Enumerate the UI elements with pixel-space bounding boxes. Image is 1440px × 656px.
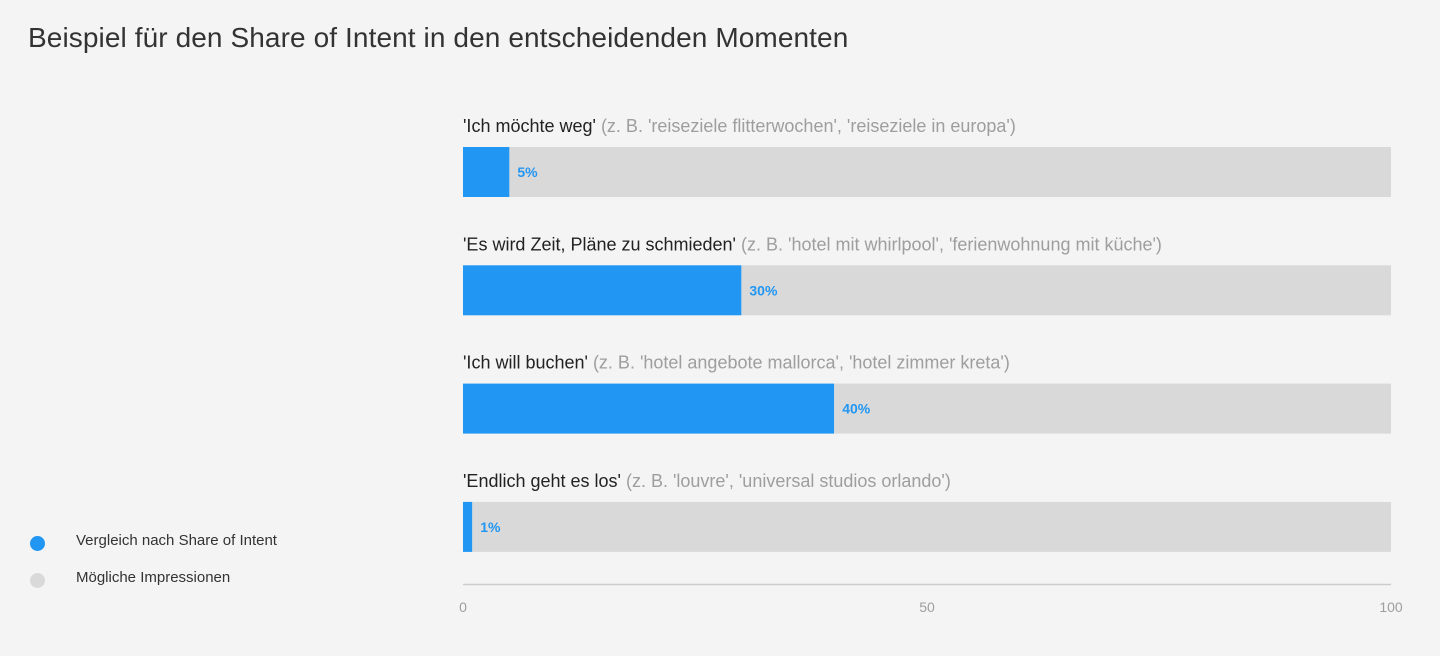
category-label: 'Ich will buchen' (z. B. 'hotel angebote… <box>463 353 1010 373</box>
category-label-examples: (z. B. 'louvre', 'universal studios orla… <box>626 471 951 491</box>
bar-share-of-intent <box>463 147 510 197</box>
category-label-main: 'Ich möchte weg' <box>463 116 601 136</box>
bar-share-of-intent <box>463 383 835 434</box>
x-tick-label: 0 <box>459 599 467 615</box>
bar-share-of-intent <box>463 501 473 552</box>
data-label: 40% <box>842 401 871 417</box>
legend-label: Vergleich nach Share of Intent <box>76 532 277 549</box>
bar-possible-impressions <box>741 265 1391 316</box>
category-label-examples: (z. B. 'reiseziele flitterwochen', 'reis… <box>601 116 1016 136</box>
bar-possible-impressions <box>472 501 1391 552</box>
bar-possible-impressions <box>834 383 1391 434</box>
legend-swatch <box>30 573 45 588</box>
data-label: 1% <box>480 519 501 535</box>
bar-share-of-intent <box>463 265 742 316</box>
x-tick-label: 100 <box>1379 599 1403 615</box>
data-label: 30% <box>749 282 778 298</box>
category-label-main: 'Es wird Zeit, Pläne zu schmieden' <box>463 234 741 254</box>
category-label: 'Ich möchte weg' (z. B. 'reiseziele flit… <box>463 116 1016 136</box>
legend-swatch <box>30 536 45 551</box>
category-label-main: 'Endlich geht es los' <box>463 471 626 491</box>
x-tick-label: 50 <box>919 599 935 615</box>
category-label: 'Endlich geht es los' (z. B. 'louvre', '… <box>463 471 951 491</box>
chart-title: Beispiel für den Share of Intent in den … <box>28 22 849 53</box>
bar-possible-impressions <box>509 147 1391 197</box>
category-label-main: 'Ich will buchen' <box>463 353 593 373</box>
category-label: 'Es wird Zeit, Pläne zu schmieden' (z. B… <box>463 234 1162 254</box>
data-label: 5% <box>517 164 538 180</box>
category-label-examples: (z. B. 'hotel angebote mallorca', 'hotel… <box>593 353 1010 373</box>
legend-label: Mögliche Impressionen <box>76 569 231 586</box>
category-label-examples: (z. B. 'hotel mit whirlpool', 'ferienwoh… <box>741 234 1162 254</box>
